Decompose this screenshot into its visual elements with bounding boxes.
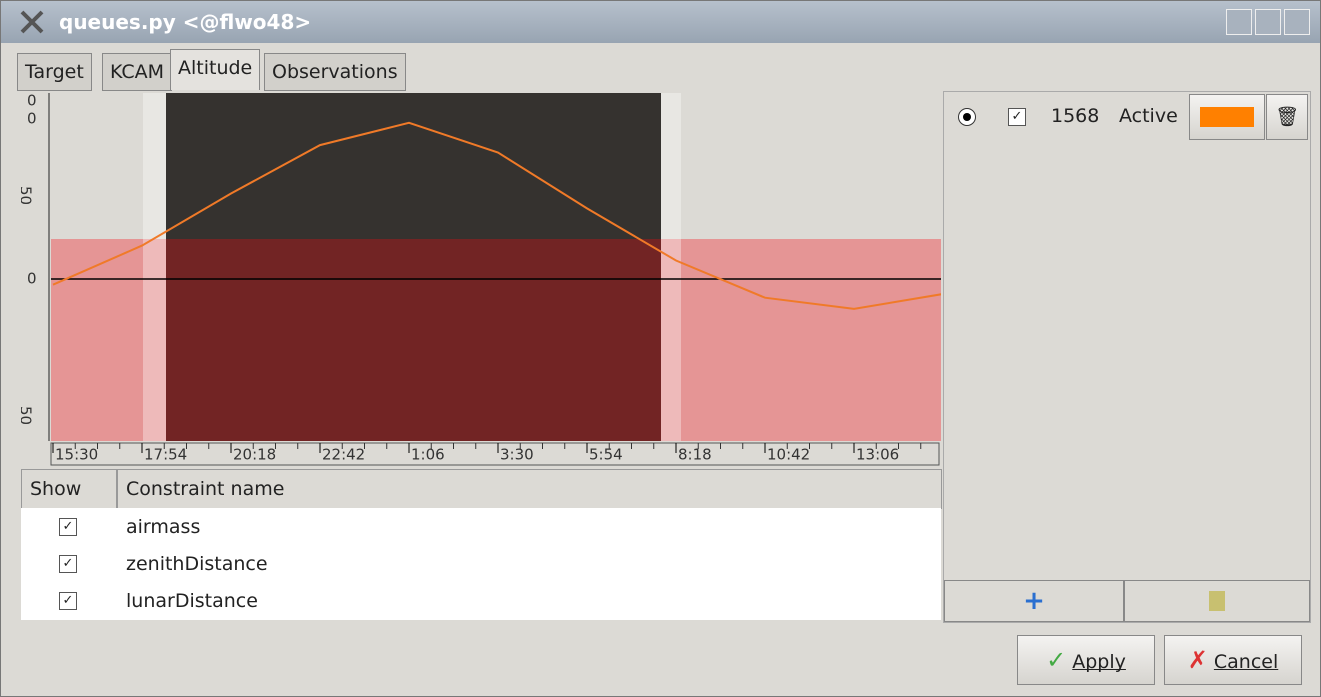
button-label: Cancel (1213, 651, 1279, 673)
maximize[interactable] (1255, 9, 1281, 35)
tab[interactable]: KCAM (102, 53, 173, 91)
y-tick-label: 50 (21, 186, 35, 205)
x-tick-label: 20:18 (233, 446, 276, 464)
window-controls (1226, 9, 1310, 35)
y-tick-label: 50 (21, 406, 35, 425)
add-button[interactable]: + (944, 580, 1124, 622)
x-tick-label: 5:54 (589, 446, 623, 464)
y-tick-label: 0 (27, 270, 37, 288)
app-icon (20, 10, 44, 34)
x-tick-label: 17:54 (144, 446, 187, 464)
clear-button[interactable] (1124, 580, 1310, 622)
x-tick-label: 10:42 (767, 446, 810, 464)
title-bar: queues.py <@flwo48> (1, 1, 1320, 43)
column-header[interactable]: Show (21, 469, 117, 509)
altitude-curve (52, 121, 941, 310)
constraint-name: lunarDistance (126, 590, 258, 612)
checkbox[interactable]: ✓ (59, 592, 77, 610)
target-id: 1568 (1051, 105, 1100, 127)
x-tick-label: 1:06 (411, 446, 445, 464)
twilight-edge (661, 93, 681, 441)
cancel-button[interactable]: ✗ Cancel (1164, 635, 1302, 685)
constraint-list: ✓ airmass ✓ zenithDistance ✓ lunarDistance (21, 508, 941, 620)
close[interactable] (1284, 9, 1310, 35)
button-label: Apply (1072, 651, 1126, 673)
y-tick-label: 0 (27, 92, 37, 110)
target-status: Active (1119, 105, 1178, 127)
constraint-name: airmass (126, 516, 201, 538)
x-axis-box (50, 442, 940, 466)
tab[interactable]: Altitude (170, 49, 261, 90)
constraint-row[interactable]: ✓ airmass (21, 509, 941, 546)
night-band (166, 93, 661, 239)
column-header[interactable]: Constraint name (117, 469, 942, 509)
window-title: queues.py <@flwo48> (59, 10, 312, 34)
minimize[interactable] (1226, 9, 1252, 35)
checkbox[interactable]: ✓ (1008, 108, 1026, 126)
altitude-plot: 0 0 50 0 50 15:30 17:54 20:18 22:42 1:06 3:30… (21, 92, 941, 466)
target-panel: ✓ 1568 Active 🗑 + (943, 91, 1311, 623)
night-band (166, 239, 661, 441)
delete-button[interactable]: 🗑 (1266, 94, 1308, 140)
checkbox[interactable]: ✓ (59, 518, 77, 536)
apply-button[interactable]: ✓ Apply (1017, 635, 1155, 685)
x-tick-label: 13:06 (856, 446, 899, 464)
x-tick-label: 8:18 (678, 446, 712, 464)
tab[interactable]: Target (17, 53, 92, 91)
tab[interactable]: Observations (264, 53, 406, 91)
x-tick-label: 15:30 (55, 446, 98, 464)
constraint-name: zenithDistance (126, 553, 268, 575)
radio[interactable] (958, 108, 976, 126)
x-tick-label: 3:30 (500, 446, 534, 464)
y-tick-label: 0 (27, 110, 37, 128)
color-button[interactable] (1189, 94, 1265, 140)
constraint-row[interactable]: ✓ zenithDistance (21, 546, 941, 583)
checkbox[interactable]: ✓ (59, 555, 77, 573)
twilight-edge (143, 93, 166, 441)
constraint-row[interactable]: ✓ lunarDistance (21, 583, 941, 620)
x-tick-label: 22:42 (322, 446, 365, 464)
